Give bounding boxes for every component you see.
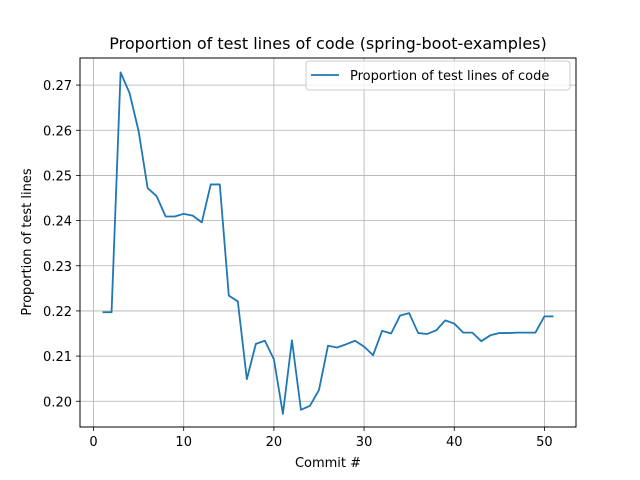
x-tick-label: 10 xyxy=(175,435,192,450)
y-tick-label: 0.26 xyxy=(43,124,72,139)
y-tick-label: 0.20 xyxy=(43,395,72,410)
x-tick-label: 50 xyxy=(536,435,553,450)
legend-label: Proportion of test lines of code xyxy=(350,69,549,84)
y-tick-label: 0.24 xyxy=(43,215,72,230)
x-axis: 0 10 20 30 40 50 xyxy=(89,427,553,450)
series-line xyxy=(102,71,554,415)
y-axis-label: Proportion of test lines xyxy=(20,168,35,315)
x-tick-label: 40 xyxy=(446,435,463,450)
y-tick-label: 0.22 xyxy=(43,305,72,320)
x-tick-label: 20 xyxy=(266,435,283,450)
y-tick-label: 0.25 xyxy=(43,169,72,184)
plot-area-frame xyxy=(79,57,577,428)
y-tick-label: 0.27 xyxy=(43,79,72,94)
chart-title: Proportion of test lines of code (spring… xyxy=(109,34,547,53)
x-tick-label: 0 xyxy=(89,435,97,450)
y-tick-label: 0.23 xyxy=(43,260,72,275)
x-tick-label: 30 xyxy=(356,435,373,450)
grid xyxy=(80,58,576,427)
y-tick-label: 0.21 xyxy=(43,350,72,365)
y-axis: 0.20 0.21 0.22 0.23 0.24 0.25 0.26 0.27 xyxy=(43,79,80,410)
legend: Proportion of test lines of code xyxy=(305,60,571,91)
x-axis-label: Commit # xyxy=(295,456,361,471)
legend-box xyxy=(305,60,571,91)
data-points xyxy=(103,72,554,413)
